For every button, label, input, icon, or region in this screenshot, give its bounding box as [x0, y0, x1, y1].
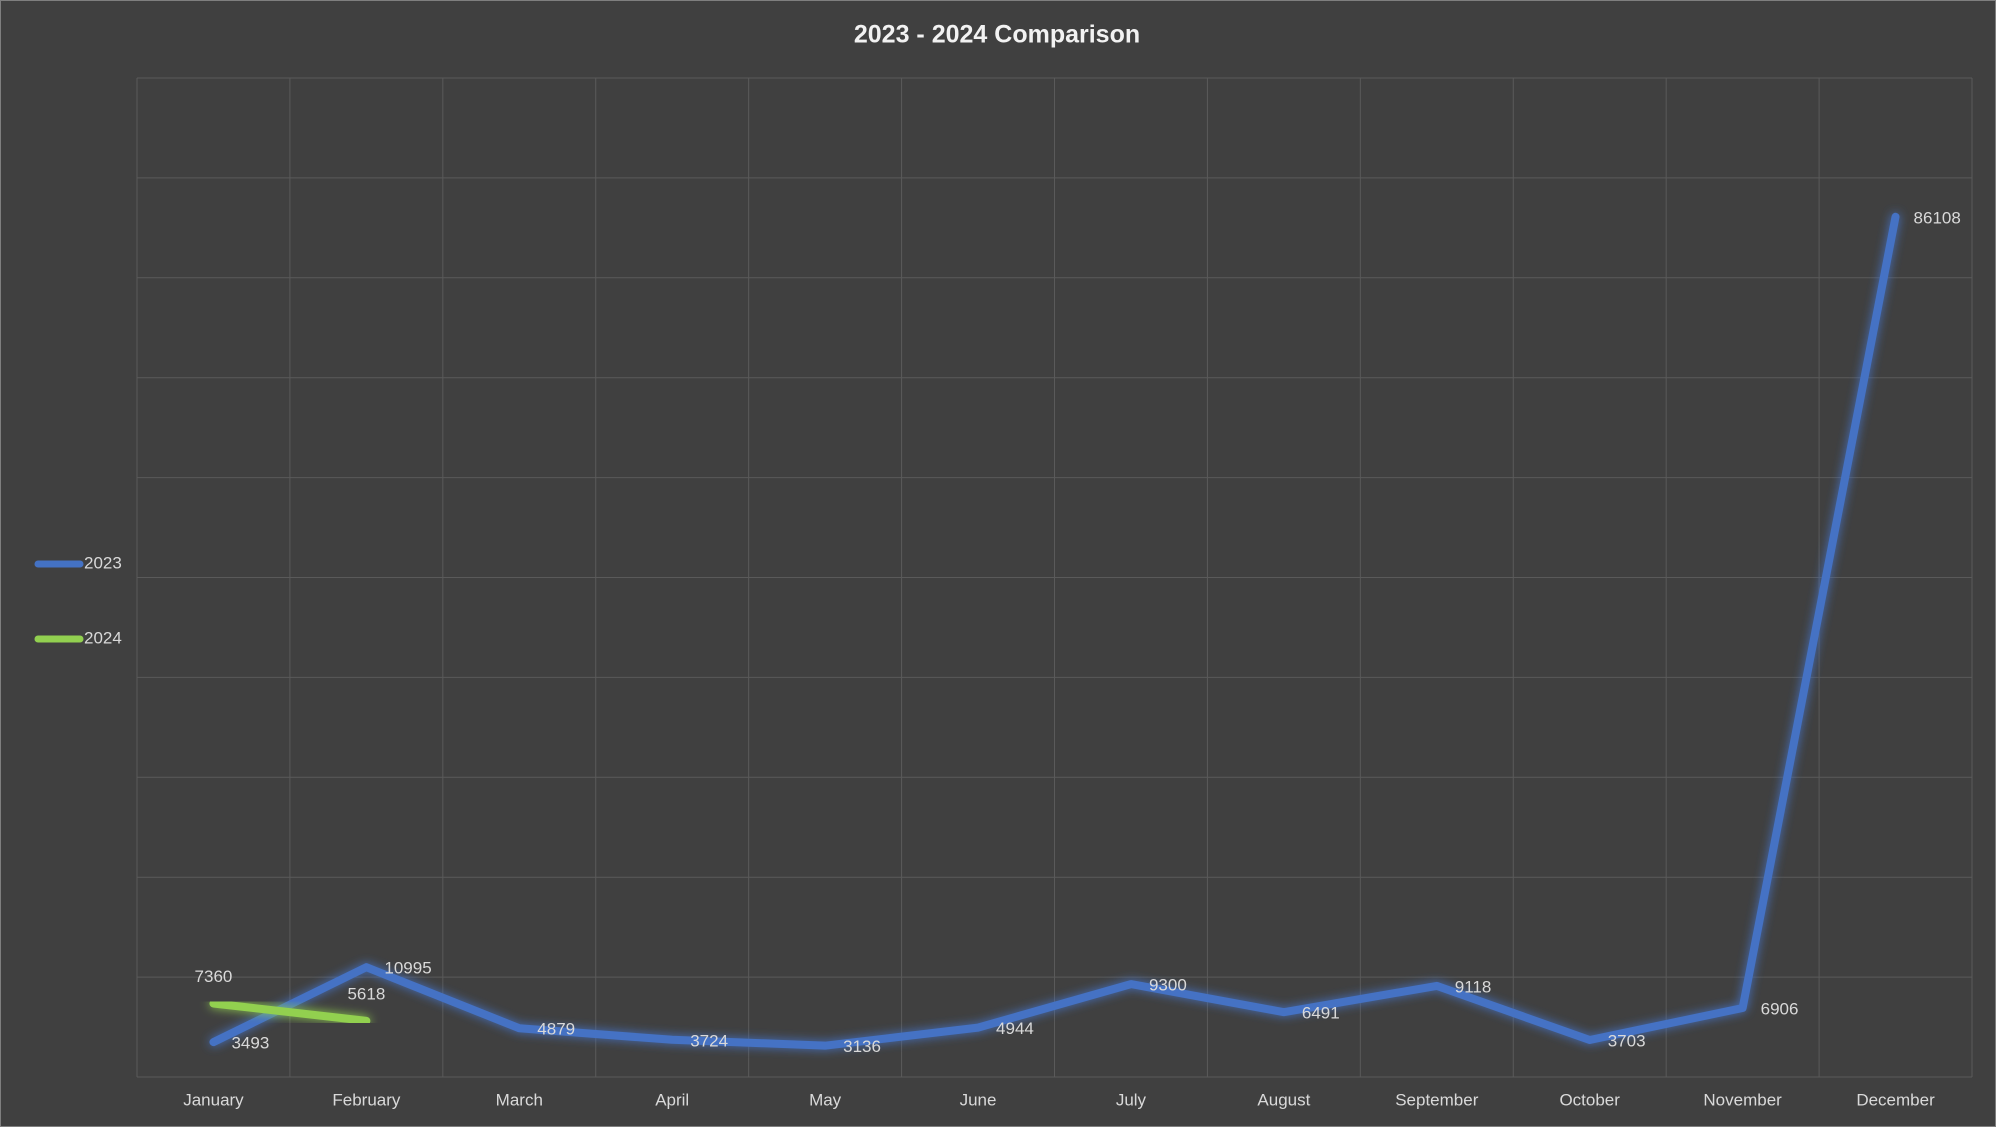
data-label: 3136 — [843, 1037, 881, 1056]
data-label: 7360 — [195, 967, 233, 986]
data-label: 5618 — [347, 984, 385, 1003]
x-tick-label: May — [809, 1090, 842, 1109]
data-label: 4879 — [537, 1020, 575, 1039]
data-label: 10995 — [384, 959, 431, 978]
x-tick-label: August — [1257, 1090, 1310, 1109]
x-tick-label: April — [655, 1090, 689, 1109]
x-tick-label: February — [332, 1090, 401, 1109]
data-label: 6906 — [1761, 999, 1799, 1018]
chart-title: 2023 - 2024 Comparison — [854, 21, 1140, 49]
data-label: 9118 — [1455, 977, 1492, 996]
data-label: 86108 — [1914, 208, 1961, 227]
x-tick-label: October — [1559, 1090, 1620, 1109]
legend-label: 2024 — [84, 628, 122, 647]
x-tick-label: January — [183, 1090, 244, 1109]
data-label: 3724 — [690, 1031, 728, 1050]
data-label: 3703 — [1608, 1031, 1646, 1050]
x-tick-label: July — [1116, 1090, 1147, 1109]
data-label: 9300 — [1149, 976, 1187, 995]
line-series — [209, 999, 371, 1025]
x-tick-label: December — [1856, 1090, 1935, 1109]
data-label: 4944 — [996, 1019, 1034, 1038]
data-label: 6491 — [1302, 1004, 1340, 1023]
x-tick-label: November — [1703, 1090, 1782, 1109]
x-tick-label: June — [960, 1090, 997, 1109]
legend-label: 2023 — [84, 553, 122, 572]
x-tick-label: September — [1395, 1090, 1478, 1109]
x-tick-label: March — [496, 1090, 543, 1109]
data-label: 3493 — [231, 1034, 269, 1053]
line-series — [209, 212, 1900, 1050]
